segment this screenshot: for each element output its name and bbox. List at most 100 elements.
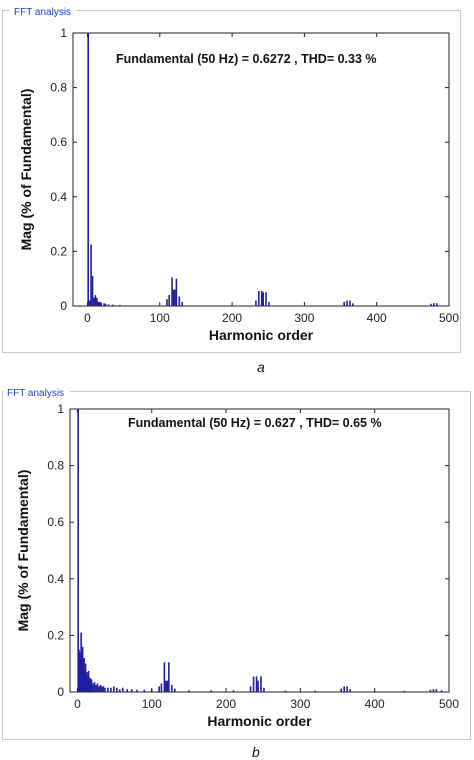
panel-a-bar [100,302,102,306]
panel-b-bar [257,680,259,692]
panel-b-y-tick-label: 0 [57,685,64,699]
panel-b-bar [99,684,102,692]
panel-b-bar [113,686,115,692]
panel-a-bar [93,297,95,306]
panel-a-y-tick-label: 0.6 [50,135,67,149]
panel-b-y-axis-label: Mag (% of Fundamental) [15,470,31,632]
panel-a-bar [178,296,181,306]
panel-b-y-tick-label: 0.2 [47,628,64,642]
panel-a-bar [175,278,178,306]
panel-b-bar [136,689,138,692]
panel-b-plot-area [69,408,450,693]
panel-b-bar [232,690,235,692]
panel-a-title-bg [10,4,76,18]
panel-a-bar [262,292,264,306]
panel-b-window-title: FFT analysis [7,388,64,399]
panel-a-x-tick-label: 200 [222,311,242,325]
panel-a-bar [349,300,351,306]
panel-a-bar [103,303,105,306]
panel-a-bar [119,304,121,306]
panel-b-bar [160,683,163,692]
panel-b-bar [403,690,406,692]
panel-b-bar [255,676,258,692]
panel-b-bar [340,688,343,692]
panel-a-bar [171,277,173,306]
panel-a-bar [255,300,257,306]
panel-b-bar [343,686,346,692]
panel-a-y-tick-label: 0.4 [50,190,67,204]
panel-b-bar [432,689,435,692]
panel-b-bar [101,686,103,692]
panel-a: FFT analysis 0 100 200 300 400 50000.20.40.60… [2,4,461,353]
panel-a-bar [346,300,348,306]
panel-a-bar [111,304,114,306]
panel-b-bar [210,690,212,692]
panel-a-bar [174,289,176,306]
panel-b-x-tick-label: 500 [439,697,459,711]
panel-b-bar [102,686,105,692]
panel-b-bar [158,686,160,692]
panel-a-bar [433,303,435,306]
panel-b-bar [346,686,348,692]
panel-b-bar [150,689,153,692]
panel-b-bar [143,689,146,692]
panel-a-bar [352,303,354,306]
panel-a-y-tick-label: 0.2 [50,244,67,258]
panel-b-caption: b [252,744,260,760]
panel-a-bar [258,290,260,306]
panel-b-x-axis-label: Harmonic order [207,713,312,729]
panel-a-bar [343,301,345,306]
panel-b-y-tick-label: 1 [57,402,64,416]
panel-b-bar [373,690,376,692]
panel-b-frame [2,391,471,740]
panel-a-bar [90,244,92,306]
panel-a-bar [268,301,270,306]
panel-a-bar [168,295,170,306]
panel-b-bar [90,679,93,692]
panel-b-y-tick-label: 0.6 [47,515,64,529]
panel-b-bar [165,680,167,692]
panel-b-bar [429,689,432,692]
panel-b-bar [118,689,121,692]
panel-b-bar [130,689,133,692]
panel-a-bar [435,303,438,306]
panel-b-bar [93,682,96,692]
panel-b-annotation: Fundamental (50 Hz) = 0.627 , THD= 0.65 … [128,416,382,430]
panel-b-x-tick-label: 0 [74,697,81,711]
panel-b-bar [349,689,351,692]
panel-a-bar [265,292,267,306]
panel-a-bar [104,303,107,306]
panel-b-bar [249,686,252,692]
panel-b-bar [188,690,190,692]
panel-b-bar [314,690,317,692]
panel-a-x-tick-label: 100 [150,311,170,325]
panel-b-y-tick-label: 0.8 [47,459,64,473]
panel-a-bar [88,300,91,306]
panel-b: FFT analysis 0 100 200 300 400 50000.20.40.60… [2,385,471,740]
panel-a-bar [430,303,432,306]
panel-a-caption: a [257,359,265,375]
panel-b-x-tick-label: 200 [216,697,236,711]
panel-b-bar [260,676,262,692]
panel-b-bar [263,687,265,692]
panel-a-y-tick-label: 0 [60,299,67,313]
panel-a-x-axis-label: Harmonic order [209,327,314,343]
panel-b-bar [92,683,94,692]
panel-b-bar [95,684,97,692]
panel-a-y-tick-label: 1 [60,26,67,40]
panel-b-bar [440,690,443,692]
panel-a-bar [96,297,98,306]
panel-a-bar [98,301,101,306]
panel-b-bar [435,689,438,692]
panel-b-bar [98,686,100,692]
panel-a-bar [107,304,110,306]
panel-b-bar [110,687,112,692]
panel-b-bar [171,684,173,692]
panel-b-bar [173,688,176,692]
panel-a-bar [94,295,97,306]
panel-a-bar [91,275,94,306]
panel-b-bar [163,662,166,692]
panel-b-bar [116,687,118,692]
